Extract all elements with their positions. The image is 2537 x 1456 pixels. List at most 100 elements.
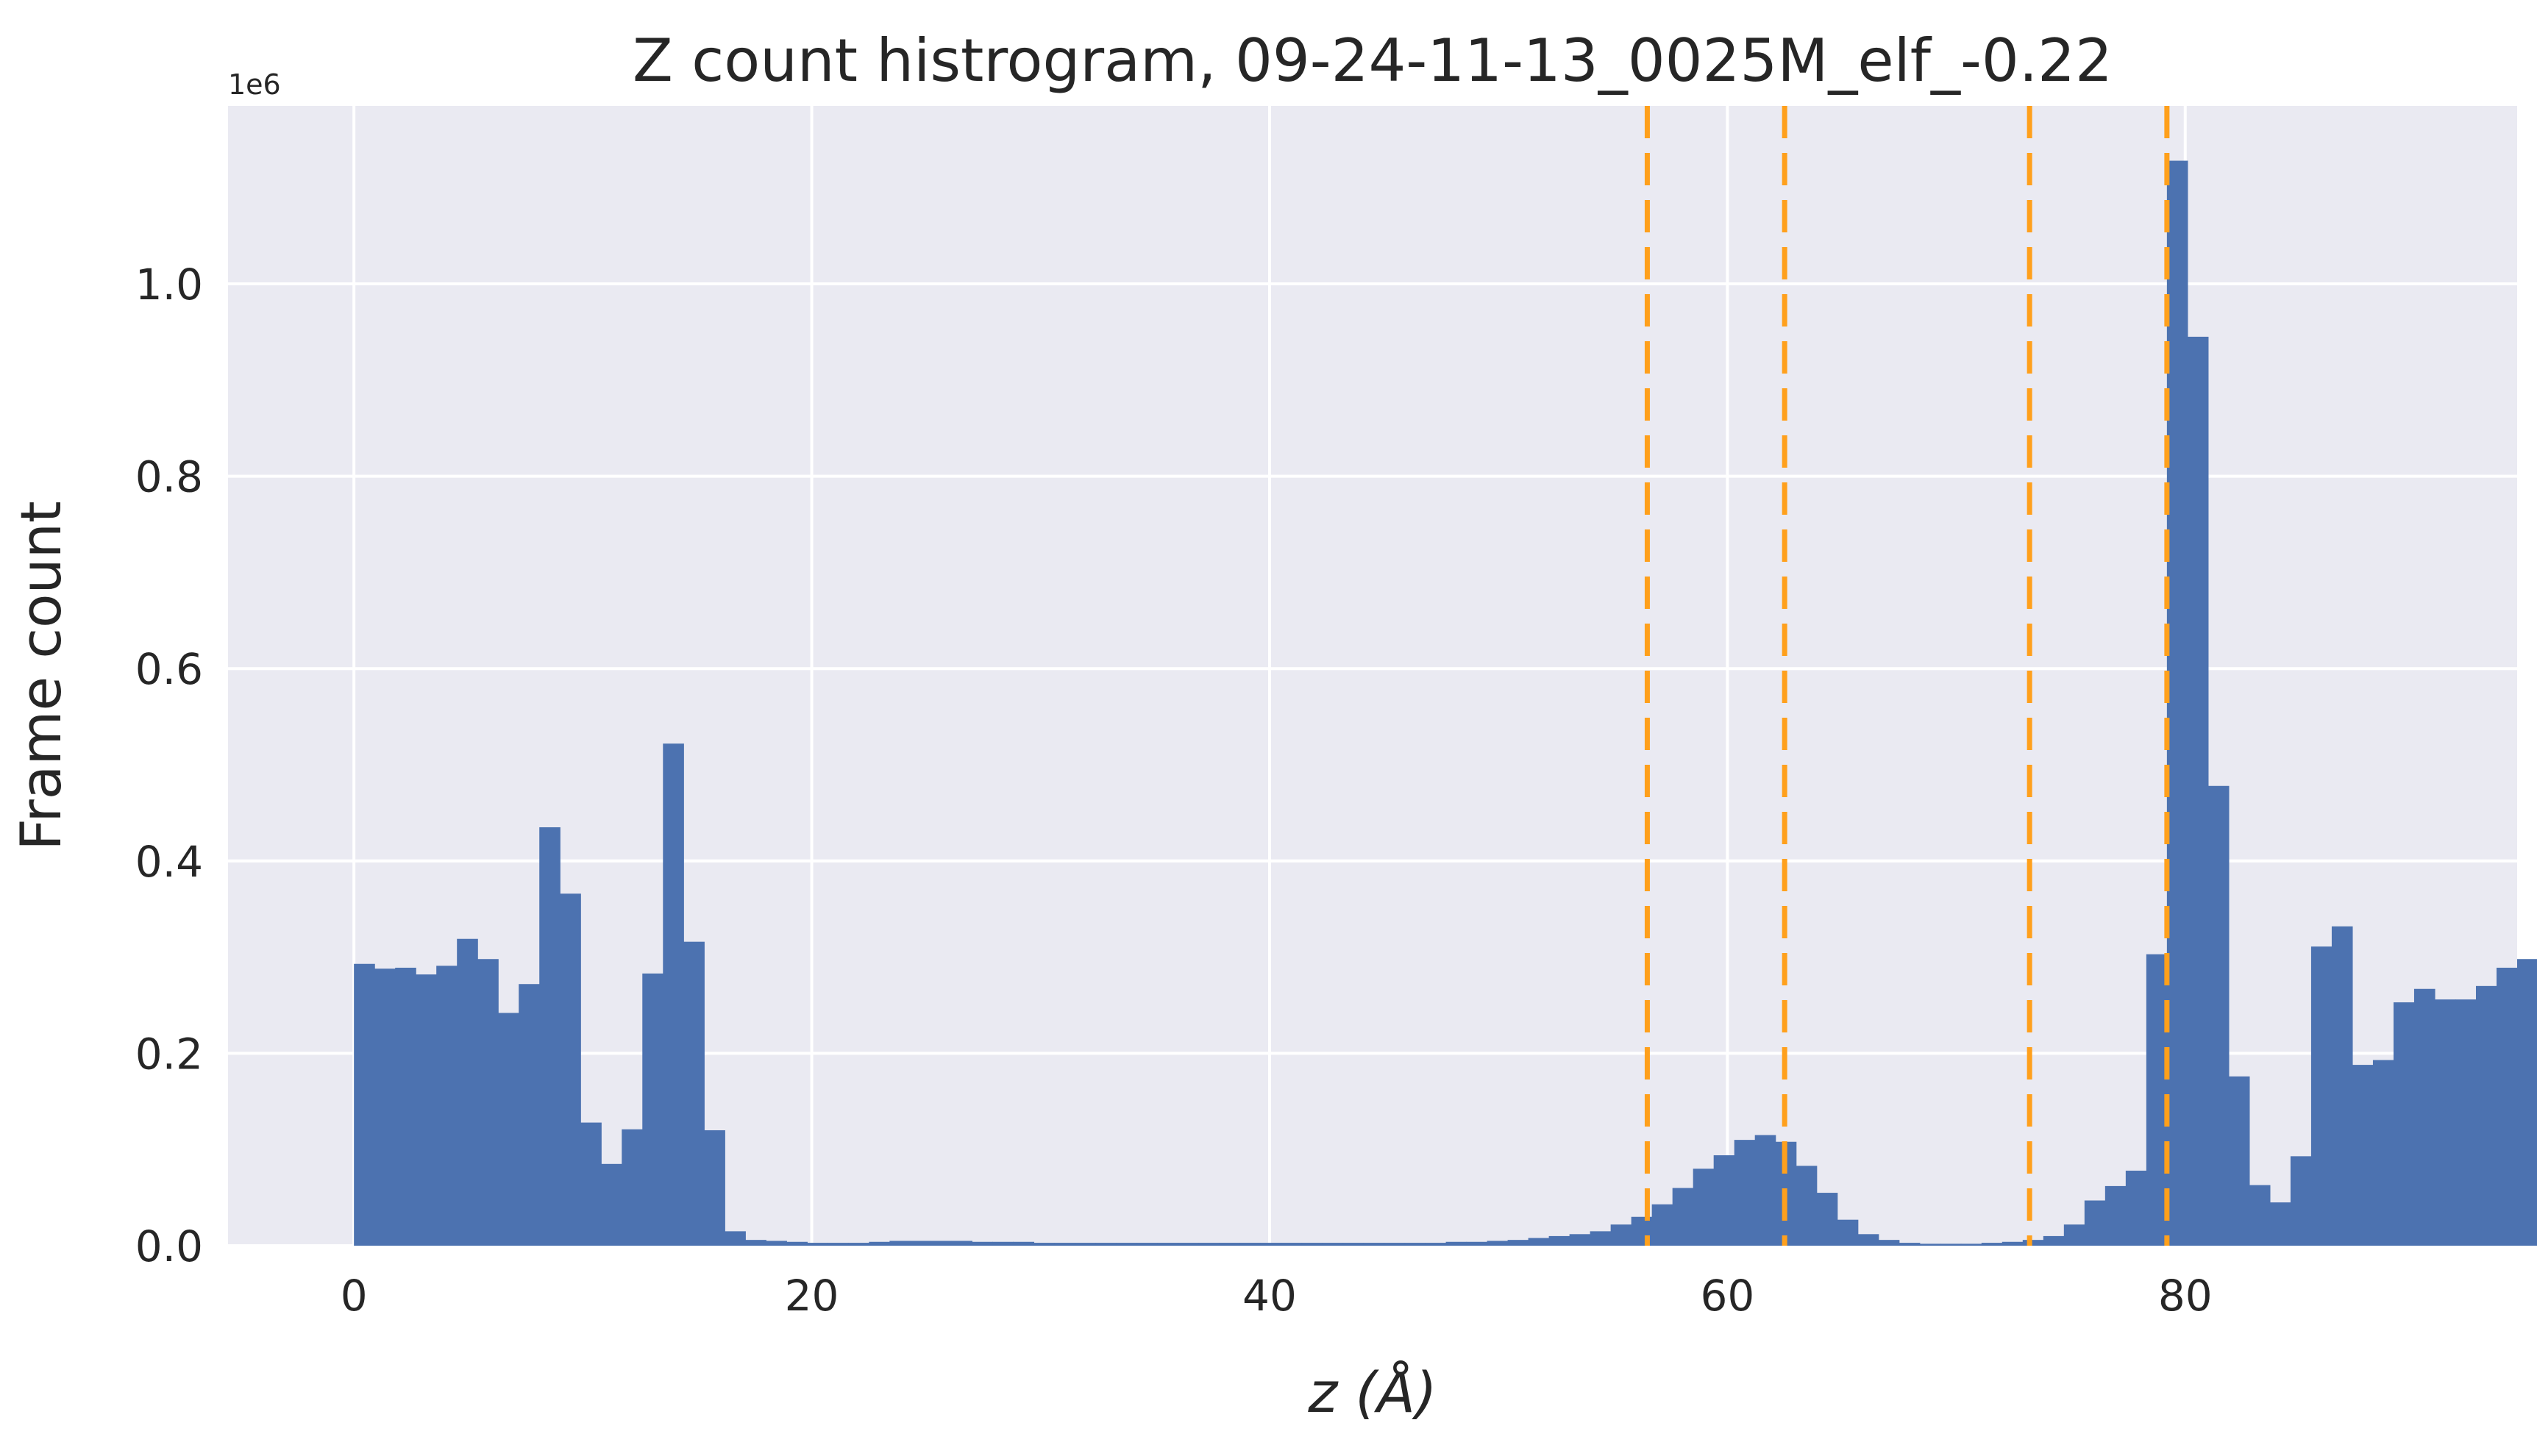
histogram-bar: [1919, 1243, 1941, 1246]
histogram-bar: [2517, 959, 2537, 1246]
histogram-bar: [1754, 1135, 1776, 1246]
histogram-bar: [395, 967, 416, 1246]
histogram-bar: [2043, 1235, 2065, 1246]
histogram-bar: [2063, 1224, 2085, 1246]
histogram-bar: [2104, 1185, 2127, 1246]
histogram-bar: [2413, 988, 2435, 1246]
y-offset-label: 1e6: [228, 68, 281, 101]
histogram-bar: [498, 1013, 519, 1246]
histogram-bar: [1507, 1240, 1529, 1246]
histogram-bar: [1610, 1224, 1632, 1246]
histogram-bar: [745, 1240, 766, 1246]
y-tick-label: 0.2: [135, 1029, 203, 1079]
histogram-bar: [2084, 1200, 2106, 1246]
histogram-bar: [1157, 1243, 1179, 1246]
histogram-bar: [622, 1129, 643, 1246]
histogram-bar: [1342, 1243, 1364, 1246]
histogram-bar: [1734, 1140, 1756, 1246]
histogram-bar: [1816, 1193, 1838, 1246]
histogram-bar: [436, 966, 458, 1246]
histogram-bar: [560, 893, 581, 1246]
histogram-bar: [828, 1243, 849, 1246]
histogram-bar: [1425, 1243, 1447, 1246]
histogram-bar: [1198, 1243, 1220, 1246]
y-tick-label: 0.4: [135, 837, 203, 887]
histogram-bar: [2207, 785, 2230, 1246]
histogram-bar: [1301, 1243, 1323, 1246]
histogram-bar: [2249, 1185, 2271, 1246]
histogram-bar: [1487, 1241, 1509, 1246]
reference-lines: [1644, 106, 2170, 1246]
histogram-bar: [1672, 1188, 1694, 1246]
histogram-bar: [1281, 1243, 1303, 1246]
histogram-bar: [869, 1241, 890, 1246]
histogram-bar: [1693, 1168, 1715, 1246]
histogram-bar: [951, 1241, 972, 1246]
x-tick-label: 60: [1700, 1271, 1754, 1321]
histogram-bar: [477, 959, 499, 1246]
histogram-bar: [1960, 1243, 1982, 1246]
histogram-bar: [2125, 1170, 2147, 1246]
histogram-bar: [848, 1243, 869, 1246]
histogram-bar: [683, 941, 705, 1246]
histogram-bar: [1548, 1235, 1570, 1246]
histogram-bar: [2166, 160, 2188, 1246]
histogram-bar: [2146, 954, 2168, 1246]
histogram-bar: [1075, 1243, 1097, 1246]
histogram-bar: [601, 1163, 622, 1246]
histogram-bar: [1878, 1240, 1900, 1246]
histogram-bar: [1116, 1243, 1138, 1246]
x-tick-label: 0: [341, 1271, 368, 1321]
plot-background: [228, 106, 2517, 1246]
histogram-bar: [2496, 967, 2518, 1246]
histogram-bar: [1404, 1243, 1426, 1246]
histogram-bar: [1837, 1219, 1859, 1246]
histogram-bar: [2393, 1002, 2415, 1246]
histogram-bar: [374, 968, 396, 1246]
histogram-bar: [1651, 1204, 1673, 1246]
histogram-bar: [539, 827, 561, 1246]
histogram-bar: [2434, 999, 2456, 1246]
histogram-bar: [354, 963, 375, 1246]
histogram-bar: [1054, 1243, 1076, 1246]
histogram-bar: [1528, 1238, 1550, 1246]
y-axis-title: Frame count: [8, 501, 74, 850]
histogram-bar: [2455, 999, 2477, 1246]
histogram-bar: [1322, 1243, 1344, 1246]
x-tick-label: 40: [1242, 1271, 1297, 1321]
histogram-bar: [1445, 1241, 1467, 1246]
histogram-bar: [2269, 1202, 2291, 1246]
histogram-bar: [1219, 1243, 1241, 1246]
histogram-bar: [1590, 1231, 1612, 1246]
histogram-bar: [1384, 1243, 1406, 1246]
histogram-bar: [519, 984, 540, 1246]
histogram-bar: [2002, 1241, 2024, 1246]
histogram-bar: [457, 938, 478, 1246]
histogram-bar: [1857, 1234, 1879, 1246]
x-tick-labels: 0 20 40 60 80: [341, 1271, 2213, 1321]
histogram-bar: [1260, 1243, 1282, 1246]
histogram-bar: [1899, 1243, 1921, 1246]
histogram-bar: [2372, 1060, 2394, 1246]
histogram-bar: [889, 1241, 911, 1246]
histogram-bar: [2310, 946, 2333, 1246]
histogram-bar: [2228, 1076, 2250, 1246]
y-tick-label: 0.8: [135, 452, 203, 502]
histogram-bar: [1013, 1241, 1035, 1246]
histogram-bar: [972, 1241, 994, 1246]
histogram-bar: [1713, 1155, 1735, 1246]
histogram-bar: [1095, 1243, 1117, 1246]
histogram-bar: [992, 1241, 1014, 1246]
histogram-bar: [1466, 1241, 1488, 1246]
chart-title: Z count histrogram, 09-24-11-13_0025M_el…: [633, 26, 2113, 95]
histogram-bar: [2331, 926, 2353, 1246]
histogram-bar: [2475, 985, 2497, 1246]
histogram-bar: [642, 973, 663, 1246]
histogram-bar: [786, 1241, 808, 1246]
histogram-bar: [704, 1130, 725, 1246]
histogram-bar: [766, 1241, 787, 1246]
histogram-bar: [1981, 1243, 2003, 1246]
histogram-bar: [2022, 1240, 2044, 1246]
histogram-bar: [1569, 1234, 1591, 1246]
